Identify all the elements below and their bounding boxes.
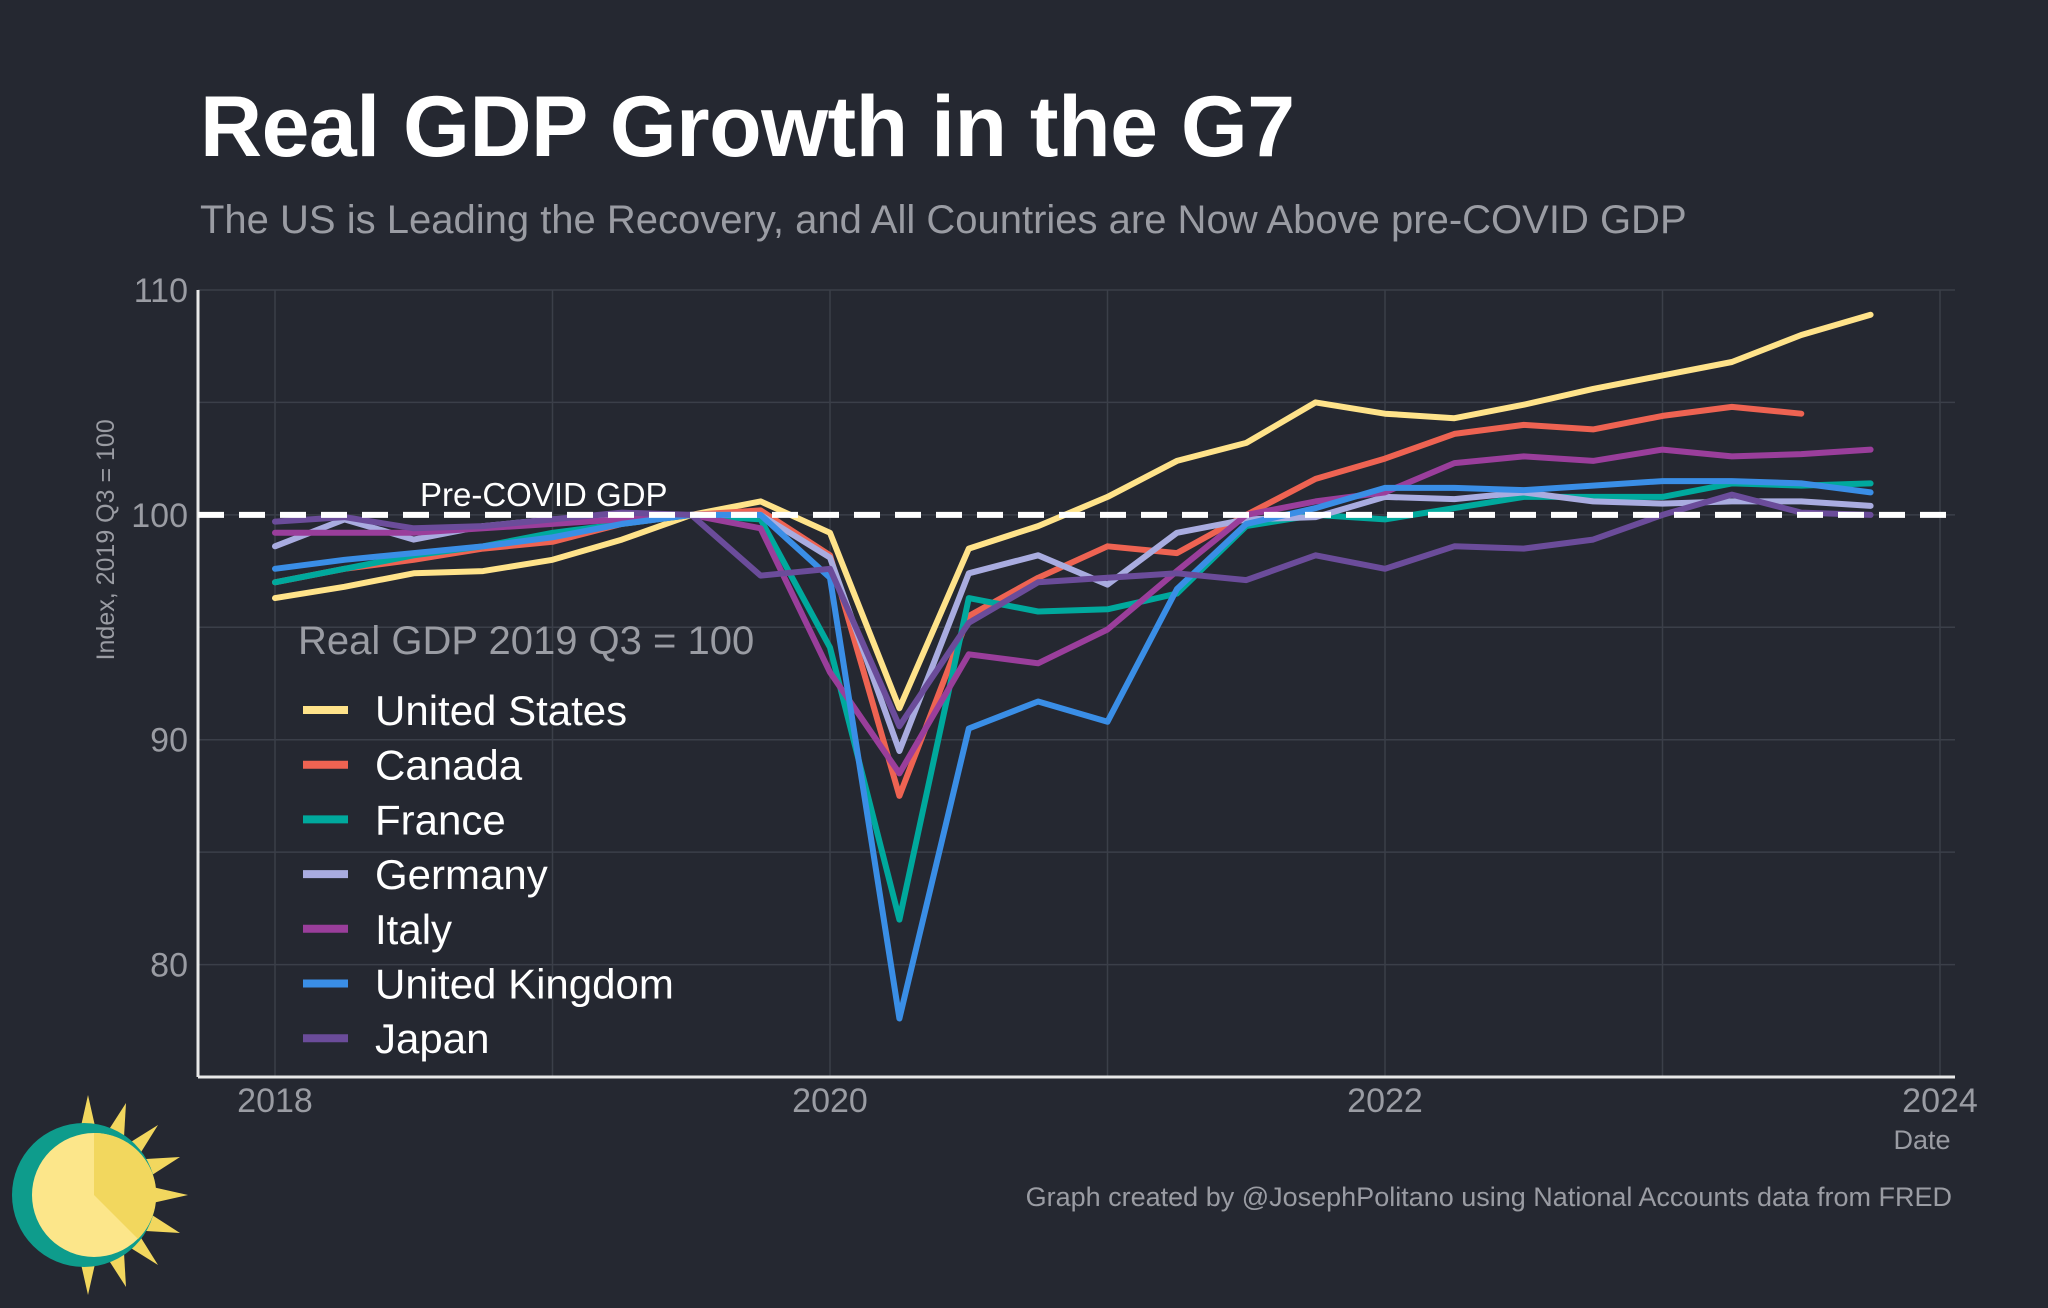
x-tick-label: 2018 (237, 1082, 313, 1120)
x-axis-title: Date (1893, 1125, 1950, 1155)
series-line-canada (272, 403, 1805, 799)
source-caption: Graph created by @JosephPolitano using N… (1025, 1182, 1952, 1212)
legend-label: Italy (375, 906, 452, 953)
y-tick-label: 110 (134, 272, 188, 310)
legend-label: Japan (375, 1015, 489, 1062)
chart-title: Real GDP Growth in the G7 (200, 79, 1295, 175)
chart-subtitle: The US is Leading the Recovery, and All … (200, 198, 1687, 242)
legend-label: France (375, 796, 506, 843)
sun-logo-icon (12, 1095, 188, 1295)
series-line-japan (272, 491, 1874, 730)
legend-label: United Kingdom (375, 961, 674, 1008)
y-tick-label: 100 (131, 497, 188, 535)
legend-label: Canada (375, 742, 523, 789)
reference-line-label: Pre-COVID GDP (420, 476, 668, 513)
series-line-united-states (272, 311, 1874, 712)
x-tick-label: 2024 (1902, 1082, 1978, 1120)
series-line-italy (272, 446, 1874, 777)
y-axis-title: Index, 2019 Q3 = 100 (92, 419, 120, 660)
legend-title: Real GDP 2019 Q3 = 100 (298, 619, 754, 663)
legend-label: Germany (375, 851, 548, 898)
series-line-france (272, 480, 1874, 923)
series-line-united-kingdom (272, 478, 1874, 1022)
y-tick-label: 80 (150, 947, 188, 985)
y-tick-label: 90 (150, 722, 188, 760)
legend-label: United States (375, 687, 627, 734)
x-tick-label: 2022 (1347, 1082, 1423, 1120)
x-tick-label: 2020 (792, 1082, 868, 1120)
